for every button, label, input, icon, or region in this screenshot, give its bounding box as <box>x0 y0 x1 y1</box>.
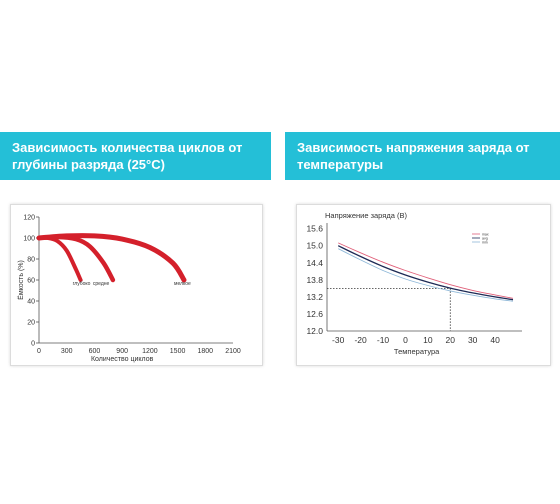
banner-cycles-vs-depth: Зависимость количества циклов от глубины… <box>0 132 271 180</box>
x-axis-title: Количество циклов <box>91 356 154 363</box>
chart-panel-voltage: Напряжение заряда (В) 12.0 12.6 13.2 13.8 14.… <box>296 204 551 366</box>
x-tick-label: -30 <box>332 335 345 345</box>
x-tick-label: 30 <box>468 335 478 345</box>
x-tick-label: 300 <box>61 348 73 355</box>
x-tick-label: 0 <box>37 348 41 355</box>
y-tick-label: 100 <box>23 236 35 243</box>
legend-label: avg <box>482 237 488 241</box>
x-tick-label: 600 <box>89 348 101 355</box>
series-min-line <box>337 248 514 302</box>
x-tick-label: 0 <box>403 335 408 345</box>
y-tick-label: 40 <box>27 299 35 306</box>
x-tick-label: -10 <box>377 335 390 345</box>
legend-label: min <box>482 241 488 245</box>
x-tick-label: 40 <box>490 335 500 345</box>
series-label: средне <box>93 281 110 287</box>
y-tick-label: 14.4 <box>306 258 323 268</box>
y-tick-label: 15.6 <box>306 224 323 234</box>
series-max-line <box>338 242 514 299</box>
banner-title: Зависимость напряжения заряда от темпера… <box>297 140 530 172</box>
legend-label: max <box>482 233 489 237</box>
series-label: глубоко <box>73 281 91 287</box>
x-tick-label: 10 <box>423 335 433 345</box>
y-tick-label: 12.6 <box>306 309 323 319</box>
y-axis-title: Ёмкость (%) <box>17 260 25 300</box>
y-tick-label: 60 <box>27 278 35 285</box>
curve-мелкое <box>36 233 187 283</box>
series-avg-line <box>337 245 514 301</box>
x-tick-label: 20 <box>446 335 456 345</box>
voltage-chart: Напряжение заряда (В) 12.0 12.6 13.2 13.8 14.… <box>306 211 522 356</box>
x-tick-label: 2100 <box>225 348 241 355</box>
y-tick-label: 80 <box>27 257 35 264</box>
x-tick-label: 1500 <box>170 348 186 355</box>
y-tick-label: 13.2 <box>306 292 323 302</box>
curve-глубоко <box>37 235 83 282</box>
y-tick-label: 20 <box>27 320 35 327</box>
banner-title: Зависимость количества циклов от глубины… <box>12 140 243 172</box>
x-axis-title: Температура <box>394 347 440 356</box>
series-label: мелкое <box>174 281 191 287</box>
banner-voltage-vs-temperature: Зависимость напряжения заряда от темпера… <box>285 132 560 180</box>
x-tick-label: 900 <box>116 348 128 355</box>
x-tick-label: -20 <box>354 335 367 345</box>
y-tick-label: 0 <box>31 341 35 348</box>
chart-panel-cycles: 0 20 40 60 80 100 120 0 300 600 900 1200 1500 1800 210… <box>10 204 263 366</box>
y-tick-label: 12.0 <box>306 326 323 336</box>
x-tick-label: 1800 <box>197 348 213 355</box>
y-tick-label: 120 <box>23 215 35 222</box>
chart-title: Напряжение заряда (В) <box>325 211 407 220</box>
x-tick-label: 1200 <box>142 348 158 355</box>
y-tick-label: 13.8 <box>306 275 323 285</box>
y-tick-label: 15.0 <box>306 241 323 251</box>
